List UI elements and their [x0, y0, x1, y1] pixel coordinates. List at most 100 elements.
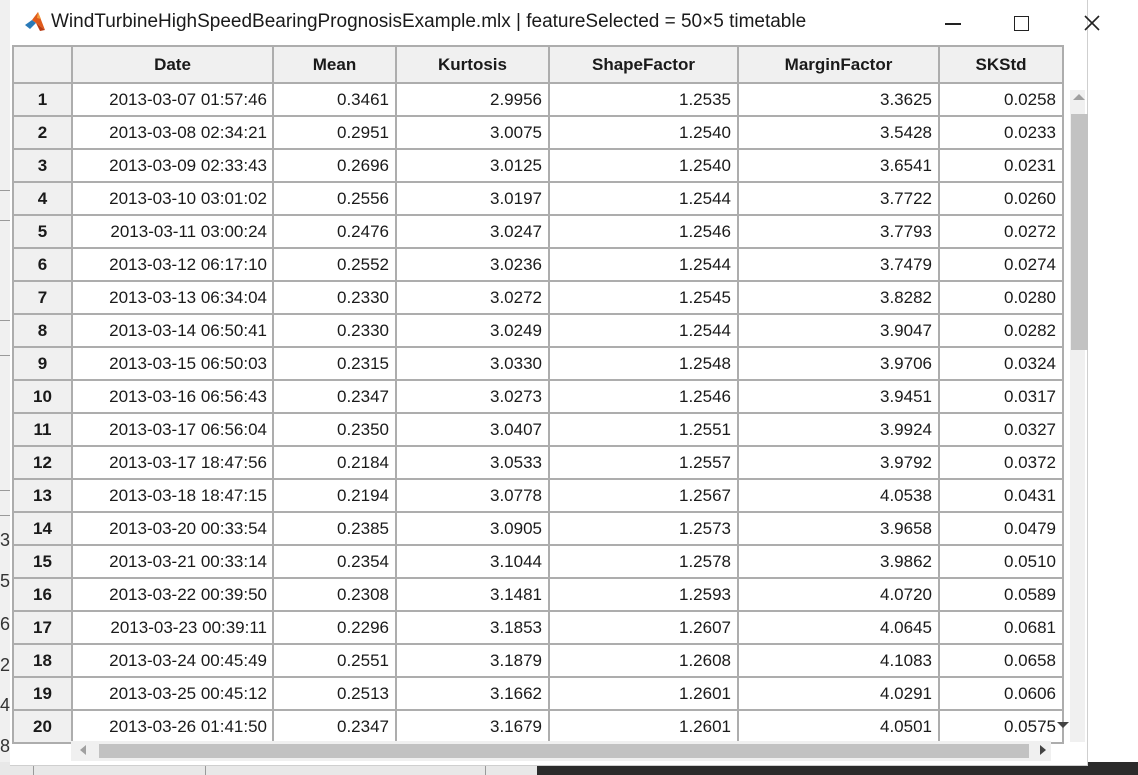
cell-date[interactable]: 2013-03-11 03:00:24 [71, 214, 274, 249]
cell-date[interactable]: 2013-03-08 02:34:21 [71, 115, 274, 150]
cell-date[interactable]: 2013-03-09 02:33:43 [71, 148, 274, 183]
cell-marginfactor[interactable]: 4.0720 [737, 577, 940, 612]
cell-skstd[interactable]: 0.0658 [938, 643, 1064, 678]
cell-date[interactable]: 2013-03-17 06:56:04 [71, 412, 274, 447]
cell-shapefactor[interactable]: 1.2540 [548, 148, 739, 183]
cell-shapefactor[interactable]: 1.2578 [548, 544, 739, 579]
cell-shapefactor[interactable]: 1.2608 [548, 643, 739, 678]
column-header-kurtosis[interactable]: Kurtosis [395, 45, 550, 84]
cell-date[interactable]: 2013-03-17 18:47:56 [71, 445, 274, 480]
cell-date[interactable]: 2013-03-21 00:33:14 [71, 544, 274, 579]
cell-kurtosis[interactable]: 3.0125 [395, 148, 550, 183]
row-header-cell[interactable]: 2 [12, 115, 73, 150]
cell-date[interactable]: 2013-03-26 01:41:50 [71, 709, 274, 744]
timetable-grid[interactable]: Date Mean Kurtosis ShapeFactor MarginFac… [12, 45, 1087, 765]
cell-date[interactable]: 2013-03-18 18:47:15 [71, 478, 274, 513]
row-header-cell[interactable]: 15 [12, 544, 73, 579]
cell-mean[interactable]: 0.2354 [272, 544, 397, 579]
table-row[interactable]: 17 2013-03-23 00:39:11 0.2296 3.1853 1.2607 4… [12, 610, 1064, 645]
cell-skstd[interactable]: 0.0280 [938, 280, 1064, 315]
cell-kurtosis[interactable]: 3.0533 [395, 445, 550, 480]
cell-skstd[interactable]: 0.0606 [938, 676, 1064, 711]
cell-mean[interactable]: 0.2551 [272, 643, 397, 678]
row-header-cell[interactable]: 7 [12, 280, 73, 315]
cell-skstd[interactable]: 0.0231 [938, 148, 1064, 183]
table-row[interactable]: 6 2013-03-12 06:17:10 0.2552 3.0236 1.2544 3.… [12, 247, 1064, 282]
cell-kurtosis[interactable]: 3.0247 [395, 214, 550, 249]
cell-skstd[interactable]: 0.0372 [938, 445, 1064, 480]
cell-marginfactor[interactable]: 3.7793 [737, 214, 940, 249]
cell-skstd[interactable]: 0.0327 [938, 412, 1064, 447]
cell-kurtosis[interactable]: 3.1481 [395, 577, 550, 612]
cell-marginfactor[interactable]: 4.1083 [737, 643, 940, 678]
cell-date[interactable]: 2013-03-24 00:45:49 [71, 643, 274, 678]
cell-mean[interactable]: 0.2476 [272, 214, 397, 249]
cell-marginfactor[interactable]: 4.0501 [737, 709, 940, 744]
table-row[interactable]: 9 2013-03-15 06:50:03 0.2315 3.0330 1.2548 3.… [12, 346, 1064, 381]
cell-kurtosis[interactable]: 3.0273 [395, 379, 550, 414]
table-row[interactable]: 18 2013-03-24 00:45:49 0.2551 3.1879 1.2608 4… [12, 643, 1064, 678]
cell-skstd[interactable]: 0.0589 [938, 577, 1064, 612]
cell-marginfactor[interactable]: 3.6541 [737, 148, 940, 183]
vertical-scrollbar[interactable] [1070, 90, 1088, 742]
cell-date[interactable]: 2013-03-10 03:01:02 [71, 181, 274, 216]
cell-marginfactor[interactable]: 3.5428 [737, 115, 940, 150]
cell-kurtosis[interactable]: 3.1662 [395, 676, 550, 711]
row-header-cell[interactable]: 18 [12, 643, 73, 678]
cell-mean[interactable]: 0.2552 [272, 247, 397, 282]
cell-mean[interactable]: 0.2296 [272, 610, 397, 645]
cell-shapefactor[interactable]: 1.2546 [548, 214, 739, 249]
row-header-cell[interactable]: 3 [12, 148, 73, 183]
cell-skstd[interactable]: 0.0317 [938, 379, 1064, 414]
row-header-cell[interactable]: 14 [12, 511, 73, 546]
horizontal-scroll-thumb[interactable] [99, 744, 1029, 758]
cell-mean[interactable]: 0.3461 [272, 82, 397, 117]
vertical-scroll-thumb[interactable] [1071, 114, 1088, 350]
cell-marginfactor[interactable]: 3.3625 [737, 82, 940, 117]
cell-shapefactor[interactable]: 1.2573 [548, 511, 739, 546]
table-row[interactable]: 5 2013-03-11 03:00:24 0.2476 3.0247 1.2546 3.… [12, 214, 1064, 249]
table-row[interactable]: 10 2013-03-16 06:56:43 0.2347 3.0273 1.2546 3… [12, 379, 1064, 414]
cell-kurtosis[interactable]: 3.1853 [395, 610, 550, 645]
row-header-cell[interactable]: 6 [12, 247, 73, 282]
cell-date[interactable]: 2013-03-07 01:57:46 [71, 82, 274, 117]
cell-shapefactor[interactable]: 1.2546 [548, 379, 739, 414]
column-header-mean[interactable]: Mean [272, 45, 397, 84]
cell-kurtosis[interactable]: 3.0236 [395, 247, 550, 282]
cell-shapefactor[interactable]: 1.2601 [548, 676, 739, 711]
cell-kurtosis[interactable]: 3.1879 [395, 643, 550, 678]
cell-marginfactor[interactable]: 4.0645 [737, 610, 940, 645]
cell-skstd[interactable]: 0.0324 [938, 346, 1064, 381]
cell-skstd[interactable]: 0.0258 [938, 82, 1064, 117]
cell-mean[interactable]: 0.2308 [272, 577, 397, 612]
cell-kurtosis[interactable]: 3.0197 [395, 181, 550, 216]
maximize-button[interactable] [1007, 8, 1037, 38]
cell-kurtosis[interactable]: 3.0905 [395, 511, 550, 546]
cell-date[interactable]: 2013-03-16 06:56:43 [71, 379, 274, 414]
cell-mean[interactable]: 0.2350 [272, 412, 397, 447]
cell-kurtosis[interactable]: 3.0075 [395, 115, 550, 150]
table-row[interactable]: 8 2013-03-14 06:50:41 0.2330 3.0249 1.2544 3.… [12, 313, 1064, 348]
cell-shapefactor[interactable]: 1.2567 [548, 478, 739, 513]
cell-skstd[interactable]: 0.0681 [938, 610, 1064, 645]
column-header-skstd[interactable]: SKStd [938, 45, 1064, 84]
table-row[interactable]: 2 2013-03-08 02:34:21 0.2951 3.0075 1.2540 3.… [12, 115, 1064, 150]
row-header-cell[interactable]: 5 [12, 214, 73, 249]
cell-mean[interactable]: 0.2194 [272, 478, 397, 513]
cell-skstd[interactable]: 0.0575 [938, 709, 1064, 744]
table-row[interactable]: 19 2013-03-25 00:45:12 0.2513 3.1662 1.2601 4… [12, 676, 1064, 711]
cell-marginfactor[interactable]: 3.7722 [737, 181, 940, 216]
cell-skstd[interactable]: 0.0260 [938, 181, 1064, 216]
cell-marginfactor[interactable]: 4.0538 [737, 478, 940, 513]
cell-shapefactor[interactable]: 1.2540 [548, 115, 739, 150]
table-row[interactable]: 3 2013-03-09 02:33:43 0.2696 3.0125 1.2540 3.… [12, 148, 1064, 183]
scroll-down-arrow-icon[interactable] [1057, 722, 1069, 728]
row-header-cell[interactable]: 11 [12, 412, 73, 447]
table-row[interactable]: 12 2013-03-17 18:47:56 0.2184 3.0533 1.2557 3… [12, 445, 1064, 480]
column-header-marginfactor[interactable]: MarginFactor [737, 45, 940, 84]
cell-marginfactor[interactable]: 3.9862 [737, 544, 940, 579]
cell-marginfactor[interactable]: 3.9658 [737, 511, 940, 546]
cell-shapefactor[interactable]: 1.2593 [548, 577, 739, 612]
cell-mean[interactable]: 0.2330 [272, 280, 397, 315]
cell-marginfactor[interactable]: 3.9047 [737, 313, 940, 348]
